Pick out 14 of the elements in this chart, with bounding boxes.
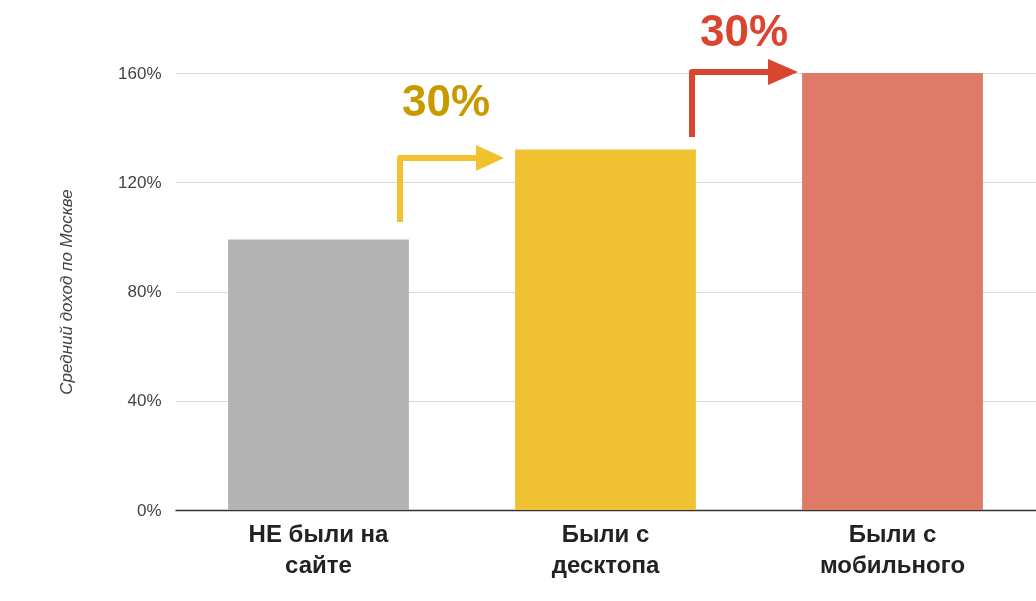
x-tick-label: НЕ были на сайте [248,519,390,578]
y-tick-label: 160% [118,63,162,83]
bar [802,73,983,510]
y-tick-label: 0% [136,500,162,520]
x-tick-label: Были с десктопа [551,519,660,578]
annotation: 30% [402,76,491,126]
bar [515,149,696,510]
text: 30% [700,6,789,56]
y-axis-title: Средний доход по Москве [57,189,77,395]
y-tick-label: 120% [118,172,162,192]
bar [228,239,409,510]
y-tick-label: 40% [127,391,162,411]
y-tick-label: 80% [127,282,162,301]
x-tick-label: Были с мобильного [819,519,966,578]
